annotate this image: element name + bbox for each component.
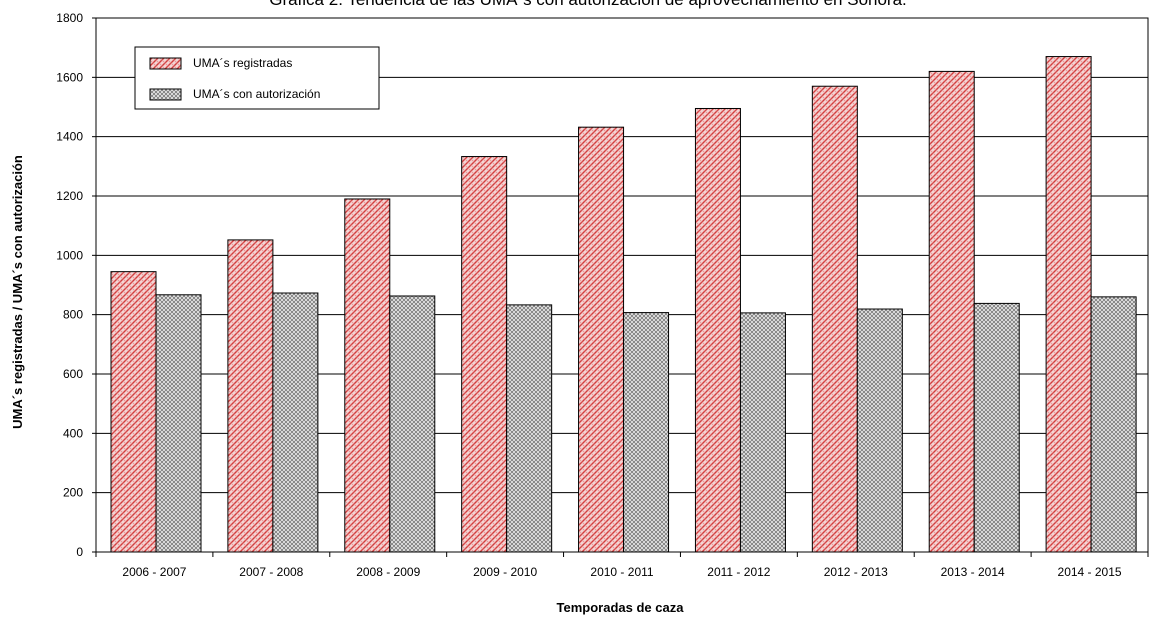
y-tick-label-1800: 1800 [56, 11, 83, 25]
plot-area: 0 200 400 600 800 1000 1200 1400 1600 1800 2006 -… [56, 11, 1149, 579]
bars [110, 56, 1137, 553]
bar-registradas-4 [578, 126, 625, 553]
y-tick-label-200: 200 [63, 486, 83, 500]
x-axis-title: Temporadas de caza [557, 600, 685, 615]
bar-autorizacion-2 [389, 295, 436, 553]
chart-title: Gráfica 2. Tendencia de las UMA´s con au… [269, 0, 907, 9]
x-tick-label-5: 2011 - 2012 [707, 565, 770, 579]
bar-autorizacion-7 [973, 302, 1020, 553]
y-tick-label-1200: 1200 [56, 189, 83, 203]
y-tick-label-1400: 1400 [56, 130, 83, 144]
x-axis-ticks: 2006 - 2007 2007 - 2008 2008 - 2009 2009 - … [95, 552, 1149, 579]
bar-registradas-7 [928, 70, 975, 553]
bar-registradas-0 [110, 271, 157, 553]
bar-registradas-1 [227, 239, 274, 553]
legend: UMA´s registradas UMA´s con autorización [134, 46, 380, 110]
bar-registradas-3 [461, 156, 508, 553]
legend-swatch-registradas [149, 57, 182, 70]
y-axis-ticks: 0 200 400 600 800 1000 1200 1400 1600 1800 [56, 11, 96, 559]
bar-registradas-5 [694, 107, 741, 553]
bar-registradas-8 [1045, 56, 1092, 553]
legend-swatch-autorizacion [149, 88, 182, 101]
bar-registradas-2 [344, 198, 391, 553]
bar-autorizacion-5 [739, 312, 786, 553]
bar-autorizacion-1 [272, 292, 319, 553]
x-tick-label-2: 2008 - 2009 [356, 565, 420, 579]
x-tick-label-8: 2014 - 2015 [1058, 565, 1122, 579]
bar-autorizacion-8 [1090, 296, 1137, 553]
bar-autorizacion-6 [856, 308, 903, 553]
legend-label-registradas: UMA´s registradas [193, 56, 292, 70]
bar-autorizacion-0 [155, 294, 202, 553]
bar-autorizacion-3 [506, 304, 553, 553]
y-tick-label-400: 400 [63, 426, 83, 440]
x-tick-label-1: 2007 - 2008 [239, 565, 303, 579]
x-tick-label-3: 2009 - 2010 [473, 565, 537, 579]
bar-registradas-6 [811, 85, 858, 553]
y-tick-label-1600: 1600 [56, 70, 83, 84]
y-axis-title: UMA´s registradas / UMA´s con autorizaci… [10, 155, 25, 429]
y-tick-label-600: 600 [63, 367, 83, 381]
y-tick-label-800: 800 [63, 308, 83, 322]
x-tick-label-0: 2006 - 2007 [122, 565, 186, 579]
bar-autorizacion-4 [623, 312, 670, 553]
legend-label-autorizacion: UMA´s con autorización [193, 87, 320, 101]
x-tick-label-6: 2012 - 2013 [824, 565, 888, 579]
x-tick-label-7: 2013 - 2014 [941, 565, 1005, 579]
x-tick-label-4: 2010 - 2011 [590, 565, 653, 579]
y-tick-label-1000: 1000 [56, 248, 83, 262]
y-tick-label-0: 0 [76, 545, 83, 559]
